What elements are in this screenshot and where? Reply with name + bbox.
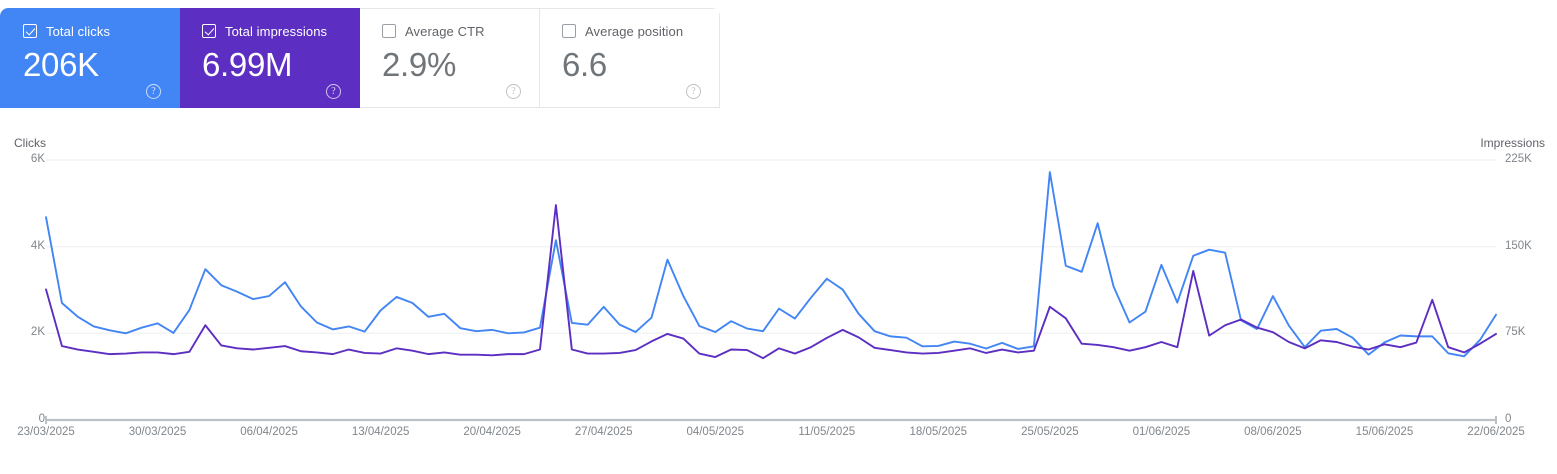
series-line-clicks — [45, 171, 1497, 358]
metric-value: 6.6 — [562, 46, 607, 83]
x-tick-label: 11/05/2025 — [798, 426, 856, 438]
metric-checkbox-icon[interactable] — [202, 24, 216, 38]
metric-header: Total impressions — [202, 23, 343, 39]
metric-label: Average CTR — [405, 23, 485, 39]
metric-checkbox-icon[interactable] — [382, 24, 396, 38]
x-tick-label: 18/05/2025 — [909, 426, 968, 438]
help-icon[interactable]: ? — [326, 84, 341, 99]
y-axis-title-clicks: Clicks — [14, 136, 46, 150]
metric-card-total-impressions[interactable]: Total impressions 6.99M? — [180, 8, 360, 108]
y-tick-left: 6K — [30, 153, 45, 165]
y-tick-left: 4K — [30, 239, 45, 252]
series-line-impressions — [45, 204, 1497, 360]
x-tick-label: 20/04/2025 — [463, 426, 521, 438]
metric-label: Average position — [585, 23, 684, 39]
metric-card-average-ctr[interactable]: Average CTR 2.9%? — [360, 8, 540, 108]
y-tick-right: 150K — [1505, 239, 1532, 252]
y-tick-right: 75K — [1505, 326, 1526, 339]
x-tick-label: 13/04/2025 — [351, 426, 410, 438]
x-tick-label: 01/06/2025 — [1132, 426, 1191, 438]
metric-header: Total clicks — [23, 23, 163, 39]
metric-checkbox-icon[interactable] — [562, 24, 576, 38]
y-axis-title-impressions: Impressions — [1480, 136, 1545, 150]
metric-card-total-clicks[interactable]: Total clicks 206K? — [0, 8, 180, 108]
metric-checkbox-icon[interactable] — [23, 24, 37, 38]
y-tick-left: 0 — [38, 413, 45, 425]
x-tick-label: 04/05/2025 — [686, 426, 744, 438]
metric-label: Total clicks — [46, 23, 111, 39]
x-tick-label: 30/03/2025 — [128, 426, 187, 438]
metric-header: Average position — [562, 23, 703, 39]
metric-card-average-position[interactable]: Average position 6.6? — [540, 8, 720, 108]
metrics-row: Total clicks 206K? Total impressions 6.99M?… — [0, 8, 720, 108]
x-tick-label: 27/04/2025 — [574, 426, 633, 438]
y-tick-right: 225K — [1505, 153, 1532, 165]
metric-value: 206K — [23, 46, 99, 83]
x-tick-label: 08/06/2025 — [1244, 426, 1302, 438]
y-tick-right: 0 — [1505, 413, 1512, 425]
metric-value: 2.9% — [382, 46, 457, 83]
x-tick-label: 23/03/2025 — [17, 426, 75, 438]
help-icon[interactable]: ? — [686, 84, 701, 99]
metric-label: Total impressions — [225, 23, 328, 39]
x-tick-label: 06/04/2025 — [240, 426, 298, 438]
chart-svg — [45, 159, 1497, 424]
x-tick-label: 15/06/2025 — [1355, 426, 1414, 438]
metric-value: 6.99M — [202, 46, 293, 83]
x-tick-label: 22/06/2025 — [1467, 426, 1525, 438]
x-tick-label: 25/05/2025 — [1021, 426, 1079, 438]
metric-header: Average CTR — [382, 23, 523, 39]
performance-chart: Clicks Impressions 0 2K 4K 6K 0 75K 150K 225K … — [0, 130, 1557, 474]
help-icon[interactable]: ? — [506, 84, 521, 99]
help-icon[interactable]: ? — [146, 84, 161, 99]
y-tick-left: 2K — [30, 326, 45, 339]
